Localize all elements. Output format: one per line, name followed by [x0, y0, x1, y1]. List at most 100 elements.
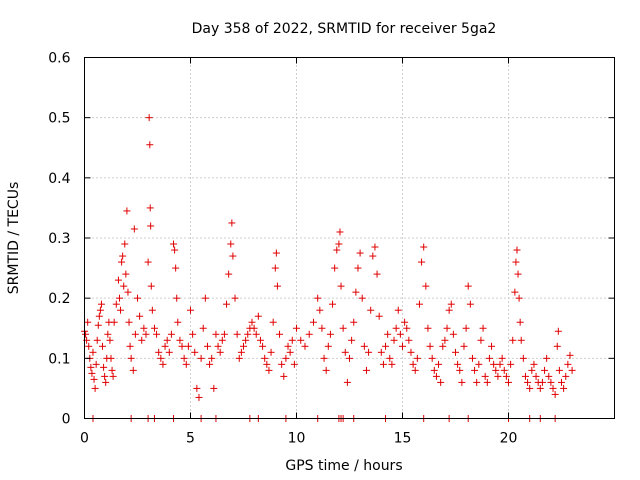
data-point [549, 384, 557, 392]
data-point [396, 330, 404, 338]
data-point [373, 270, 381, 278]
data-point [227, 240, 235, 248]
data-point [403, 324, 411, 332]
data-point [496, 360, 504, 368]
data-point [191, 348, 199, 356]
data-point [435, 360, 443, 368]
data-point [223, 300, 231, 308]
data-point [371, 243, 379, 251]
data-point [261, 354, 269, 362]
data-point [488, 342, 496, 350]
data-point [95, 312, 103, 320]
data-point [502, 372, 510, 380]
data-point [560, 384, 568, 392]
data-point [524, 378, 532, 386]
data-point [532, 372, 540, 380]
data-point [485, 354, 493, 362]
data-point [336, 228, 344, 236]
data-point [88, 369, 96, 377]
data-point [394, 306, 402, 314]
data-point [375, 312, 383, 320]
data-point [507, 360, 515, 368]
data-point [475, 360, 483, 368]
data-point [210, 384, 218, 392]
data-point [147, 222, 155, 230]
data-point [94, 321, 102, 329]
data-point [96, 306, 104, 314]
data-point [545, 372, 553, 380]
data-point [413, 354, 421, 362]
data-point [490, 360, 498, 368]
data-point [271, 264, 279, 272]
data-point [558, 378, 565, 386]
data-point [362, 366, 370, 374]
data-point [553, 342, 561, 350]
data-point [333, 246, 341, 254]
data-point [208, 354, 216, 362]
data-point [568, 366, 576, 374]
data-point [157, 354, 165, 362]
data-point [458, 378, 466, 386]
data-point [110, 318, 118, 326]
data-point [123, 207, 131, 215]
data-point [159, 360, 167, 368]
data-point [97, 300, 105, 308]
data-point [117, 306, 125, 314]
data-point [452, 348, 459, 356]
data-point [320, 354, 328, 362]
tick-marks [84, 57, 615, 419]
data-point [218, 336, 226, 344]
data-point [341, 348, 349, 356]
data-point [473, 378, 481, 386]
data-point [90, 375, 98, 383]
data-point [85, 342, 93, 350]
data-point [91, 384, 99, 392]
data-point [401, 318, 409, 326]
data-point [322, 366, 330, 374]
x-tick-label: 10 [288, 431, 306, 447]
data-point [107, 354, 115, 362]
data-point [329, 300, 337, 308]
data-point [513, 246, 521, 254]
data-point [324, 342, 332, 350]
data-point [554, 327, 562, 335]
x-tick-label: 20 [500, 431, 518, 447]
data-point [146, 141, 154, 149]
y-tick-label: 0.1 [48, 351, 70, 367]
data-point [356, 249, 364, 257]
data-point [456, 366, 464, 374]
data-point [466, 300, 474, 308]
data-point [386, 354, 394, 362]
data-point [428, 354, 436, 362]
data-point [93, 336, 101, 344]
data-point [254, 312, 262, 320]
data-point [420, 243, 428, 251]
data-point [479, 324, 487, 332]
data-point [500, 366, 508, 374]
data-point [521, 372, 529, 380]
data-point [233, 330, 241, 338]
data-point [390, 336, 398, 344]
data-point [530, 360, 538, 368]
data-point [547, 378, 555, 386]
data-point [172, 264, 180, 272]
data-point [212, 330, 220, 338]
data-point [173, 294, 181, 302]
data-point [163, 336, 171, 344]
data-point [492, 366, 500, 374]
data-point [392, 324, 400, 332]
data-point [335, 240, 343, 248]
x-tick-label: 0 [80, 431, 89, 447]
data-point [512, 258, 520, 266]
data-point [352, 288, 360, 296]
data-point [142, 330, 150, 338]
y-tick-label: 0.2 [48, 291, 70, 307]
data-point [263, 360, 271, 368]
data-point [273, 282, 281, 290]
data-point [418, 258, 426, 266]
data-point [411, 366, 419, 374]
data-point [229, 252, 237, 260]
data-point [481, 372, 489, 380]
data-point [87, 363, 95, 371]
data-point [214, 342, 222, 350]
